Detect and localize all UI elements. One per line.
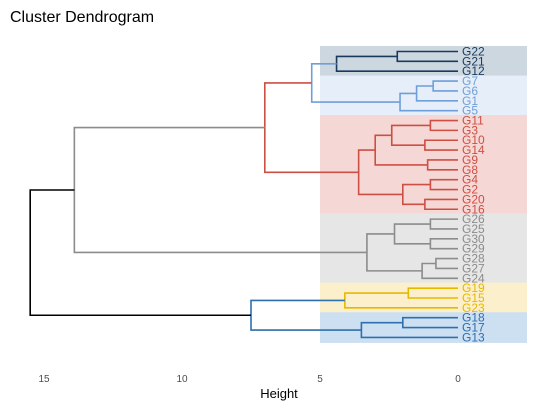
leaf-label-g17: G17 xyxy=(462,321,485,335)
leaf-label-g12: G12 xyxy=(462,64,485,78)
leaf-label-g24: G24 xyxy=(462,271,485,285)
leaf-label-g9: G9 xyxy=(462,153,478,167)
leaf-label-g4: G4 xyxy=(462,173,478,187)
leaf-label-g6: G6 xyxy=(462,84,478,98)
leaf-label-g20: G20 xyxy=(462,192,485,206)
x-tick-label-15: 15 xyxy=(38,374,50,385)
leaf-label-g26: G26 xyxy=(462,212,485,226)
leaf-label-g21: G21 xyxy=(462,54,485,68)
leaf-label-g27: G27 xyxy=(462,261,485,275)
leaf-label-g22: G22 xyxy=(462,45,485,59)
leaf-label-g13: G13 xyxy=(462,330,485,344)
cluster-band-4 xyxy=(320,213,527,284)
leaf-label-g18: G18 xyxy=(462,311,485,325)
leaf-label-g2: G2 xyxy=(462,183,478,197)
x-tick-label-0: 0 xyxy=(455,374,461,385)
dendrogram-branches xyxy=(29,50,458,339)
leaf-label-g29: G29 xyxy=(462,242,485,256)
leaf-labels: G22G21G12G7G6G1G5G11G3G10G14G9G8G4G2G20G… xyxy=(462,45,485,345)
leaf-label-g16: G16 xyxy=(462,202,485,216)
x-axis-label: Height xyxy=(260,386,298,401)
cluster-band-2 xyxy=(320,75,527,117)
leaf-label-g8: G8 xyxy=(462,163,478,177)
leaf-label-g5: G5 xyxy=(462,104,478,118)
leaf-label-g19: G19 xyxy=(462,281,485,295)
leaf-label-g10: G10 xyxy=(462,133,485,147)
leaf-label-g30: G30 xyxy=(462,232,485,246)
chart-title: Cluster Dendrogram xyxy=(10,9,154,26)
leaf-label-g28: G28 xyxy=(462,252,485,266)
x-tick-label-10: 10 xyxy=(176,374,188,385)
leaf-label-g1: G1 xyxy=(462,94,478,108)
leaf-label-g3: G3 xyxy=(462,123,478,137)
leaf-label-g25: G25 xyxy=(462,222,485,236)
leaf-label-g14: G14 xyxy=(462,143,485,157)
x-axis-ticks: 15 10 5 0 xyxy=(38,374,461,385)
x-tick-label-5: 5 xyxy=(317,374,323,385)
leaf-label-g15: G15 xyxy=(462,291,485,305)
leaf-label-g7: G7 xyxy=(462,74,478,88)
leaf-label-g23: G23 xyxy=(462,301,485,315)
branch-m29 xyxy=(29,189,251,317)
leaf-label-g11: G11 xyxy=(462,114,484,128)
